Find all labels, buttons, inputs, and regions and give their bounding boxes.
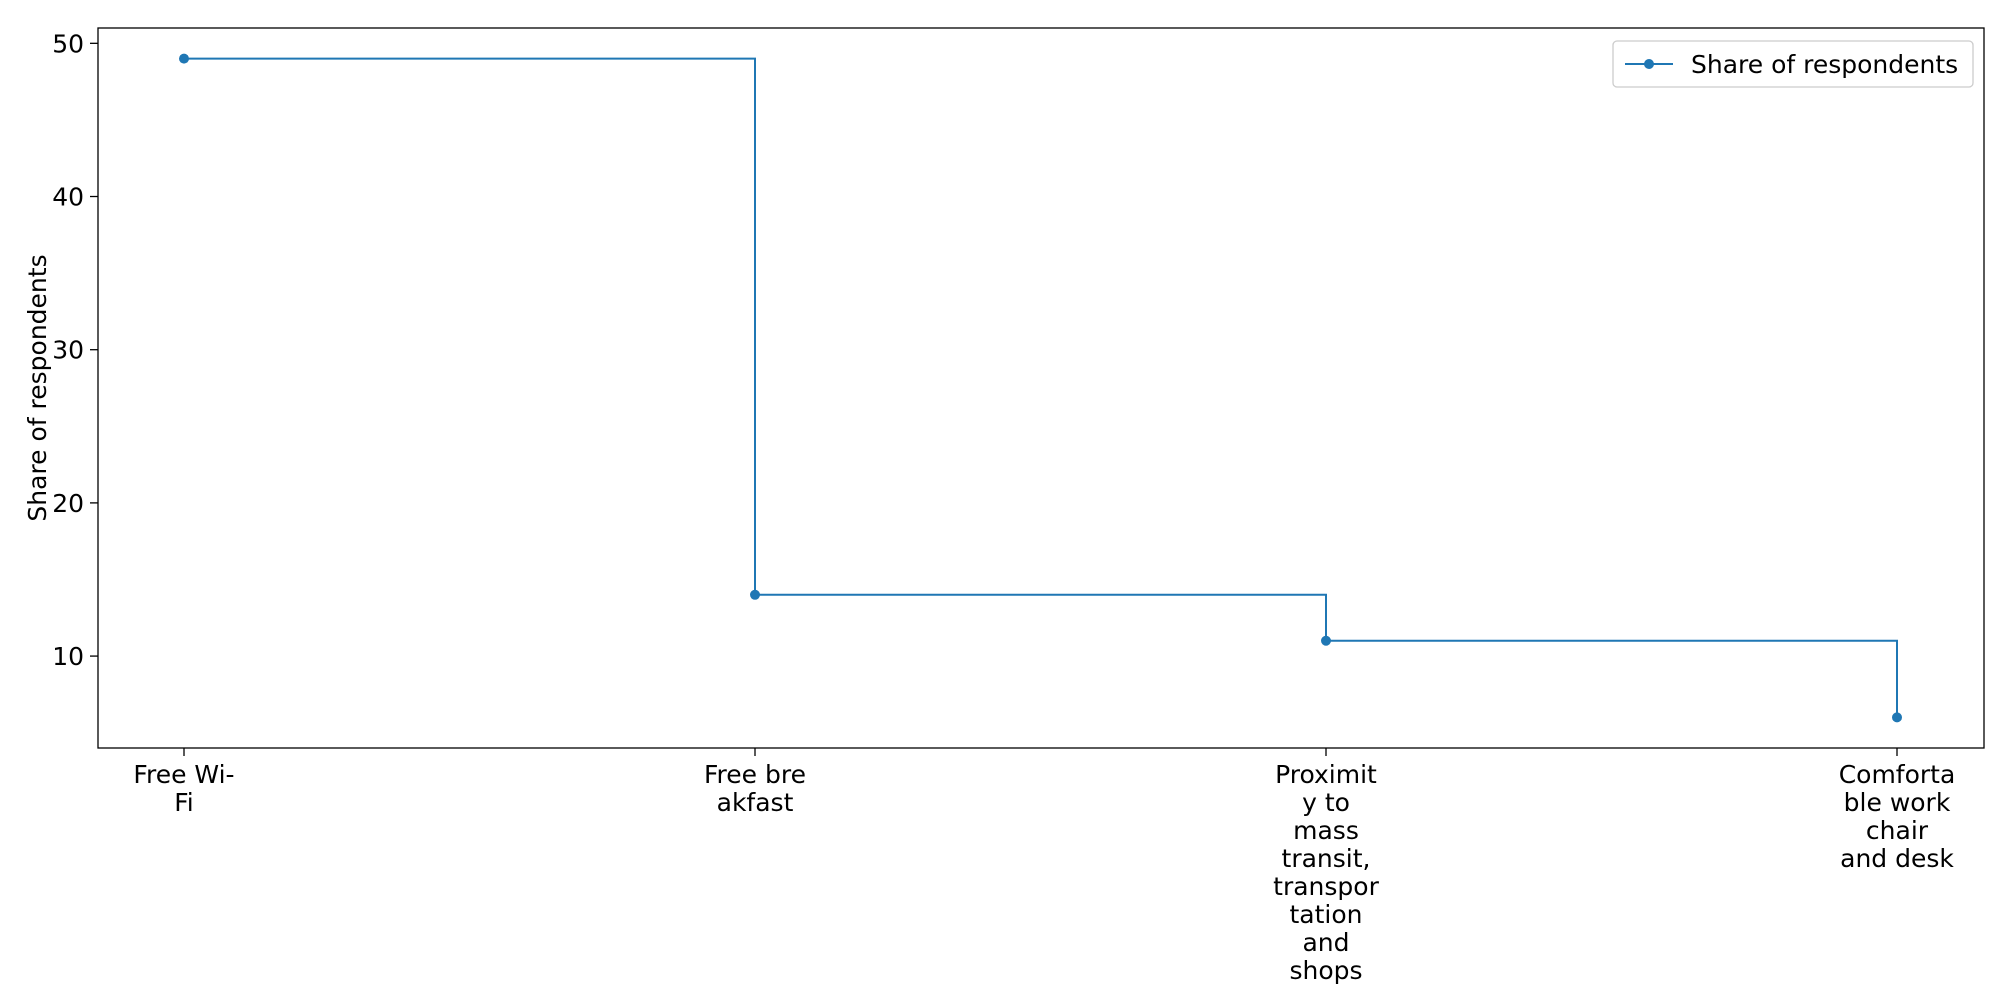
y-tick-label: 40 [52, 183, 84, 212]
y-axis-label: Share of respondents [23, 254, 52, 521]
data-point [1321, 635, 1331, 646]
data-point [750, 589, 760, 600]
legend: Share of respondents [1612, 40, 1974, 88]
data-point [1892, 712, 1902, 723]
y-tick-label: 10 [52, 642, 84, 671]
legend-swatch-marker [1644, 59, 1654, 69]
plot-area [97, 27, 1985, 749]
y-tick-label: 20 [52, 489, 84, 518]
x-tick-label: Free Wi-Fi [133, 760, 234, 817]
x-axis: Free Wi-Fi Free bre akfast Proximit y to mass… [133, 748, 1955, 985]
y-tick-label: 30 [52, 336, 84, 365]
x-tick-label: Comforta ble work chair and desk [1839, 760, 1956, 873]
x-tick-label: Free bre akfast [704, 760, 806, 817]
x-tick-label: Proximit y to mass transit, transpor tation an… [1273, 760, 1379, 985]
legend-label: Share of respondents [1691, 50, 1958, 79]
y-axis: 10 20 30 40 50 [52, 29, 98, 671]
data-point [179, 53, 189, 64]
legend-frame [1612, 40, 1974, 88]
y-tick-label: 50 [52, 29, 84, 58]
series-line [184, 57, 1898, 718]
series-layer [179, 53, 1902, 723]
